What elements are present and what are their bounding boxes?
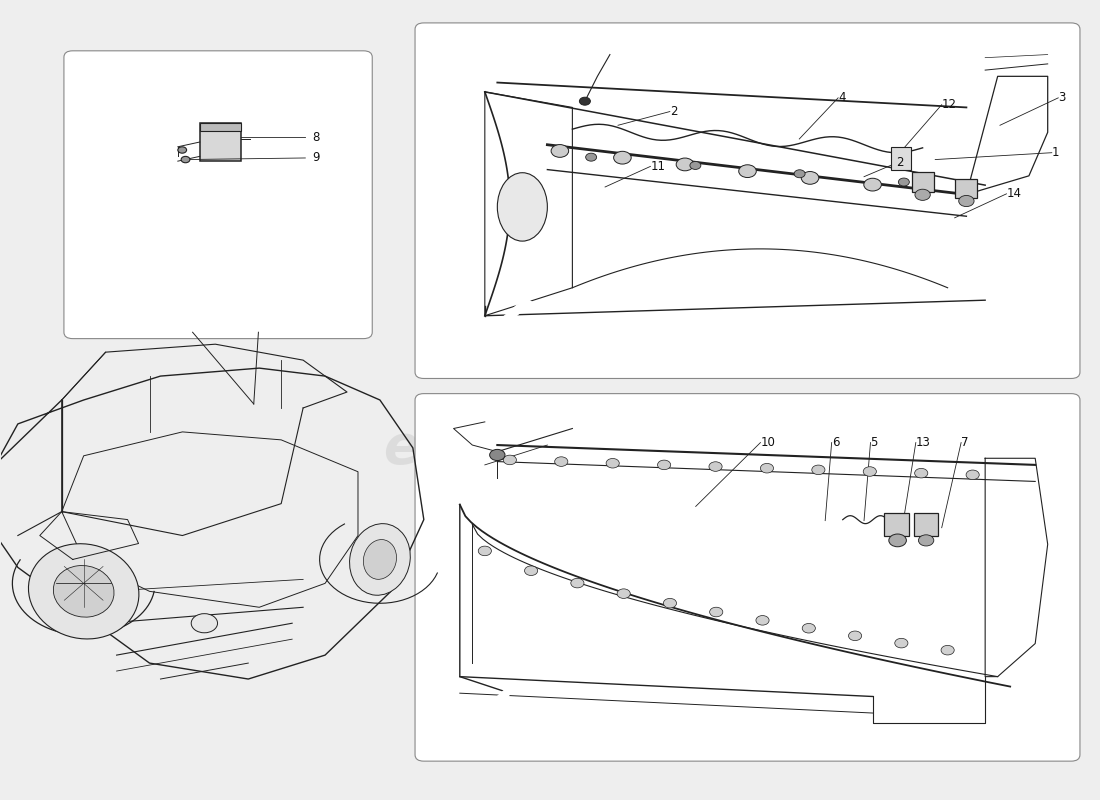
Circle shape xyxy=(802,623,815,633)
Circle shape xyxy=(525,566,538,575)
Circle shape xyxy=(710,607,723,617)
Circle shape xyxy=(940,646,954,655)
Circle shape xyxy=(580,98,591,105)
Circle shape xyxy=(617,589,630,598)
Ellipse shape xyxy=(497,173,548,241)
Circle shape xyxy=(606,458,619,468)
Circle shape xyxy=(812,465,825,474)
Text: 8: 8 xyxy=(312,130,319,144)
Circle shape xyxy=(915,190,931,200)
Circle shape xyxy=(794,170,805,178)
Circle shape xyxy=(848,631,861,641)
Circle shape xyxy=(760,463,773,473)
Circle shape xyxy=(894,638,908,648)
Text: 13: 13 xyxy=(916,436,931,449)
FancyBboxPatch shape xyxy=(415,23,1080,378)
Circle shape xyxy=(178,147,187,153)
Ellipse shape xyxy=(53,566,114,617)
Circle shape xyxy=(658,460,671,470)
Bar xyxy=(956,178,978,198)
Text: 2: 2 xyxy=(670,105,678,118)
Bar xyxy=(884,514,909,536)
Ellipse shape xyxy=(29,544,139,639)
Circle shape xyxy=(801,171,818,184)
Circle shape xyxy=(614,151,631,164)
FancyBboxPatch shape xyxy=(415,394,1080,761)
Circle shape xyxy=(490,450,505,461)
Circle shape xyxy=(571,578,584,588)
Circle shape xyxy=(914,468,927,478)
FancyBboxPatch shape xyxy=(64,51,372,338)
Ellipse shape xyxy=(350,524,410,595)
Text: 10: 10 xyxy=(760,436,775,449)
Text: 5: 5 xyxy=(870,436,878,449)
Bar xyxy=(200,123,242,161)
Text: 14: 14 xyxy=(1006,187,1022,200)
Text: 1: 1 xyxy=(1052,146,1059,159)
Circle shape xyxy=(504,455,516,465)
Circle shape xyxy=(663,598,676,608)
Circle shape xyxy=(918,535,934,546)
Circle shape xyxy=(182,156,190,162)
Bar xyxy=(912,173,934,192)
Ellipse shape xyxy=(363,539,396,579)
Circle shape xyxy=(554,457,568,466)
Circle shape xyxy=(690,162,701,170)
Circle shape xyxy=(551,145,569,158)
Circle shape xyxy=(959,195,975,206)
Text: eurospares: eurospares xyxy=(383,422,717,474)
Circle shape xyxy=(899,178,910,186)
Circle shape xyxy=(739,165,757,178)
Circle shape xyxy=(966,470,979,480)
Text: 7: 7 xyxy=(961,436,969,449)
Circle shape xyxy=(864,178,881,191)
FancyArrow shape xyxy=(469,688,513,726)
Circle shape xyxy=(756,615,769,625)
FancyArrow shape xyxy=(481,298,532,342)
Text: 11: 11 xyxy=(650,160,666,173)
Text: 12: 12 xyxy=(942,98,957,111)
Bar xyxy=(200,123,242,131)
Circle shape xyxy=(191,614,218,633)
Text: 9: 9 xyxy=(312,151,319,165)
Circle shape xyxy=(710,462,722,471)
Circle shape xyxy=(478,546,492,556)
Circle shape xyxy=(889,534,906,546)
Text: 3: 3 xyxy=(1058,91,1066,104)
Text: 2: 2 xyxy=(896,157,904,170)
Circle shape xyxy=(864,466,877,476)
Circle shape xyxy=(676,158,694,170)
Circle shape xyxy=(585,153,596,161)
Bar xyxy=(914,514,938,536)
Text: 4: 4 xyxy=(838,91,846,104)
Bar xyxy=(891,147,911,170)
Text: 6: 6 xyxy=(832,436,839,449)
